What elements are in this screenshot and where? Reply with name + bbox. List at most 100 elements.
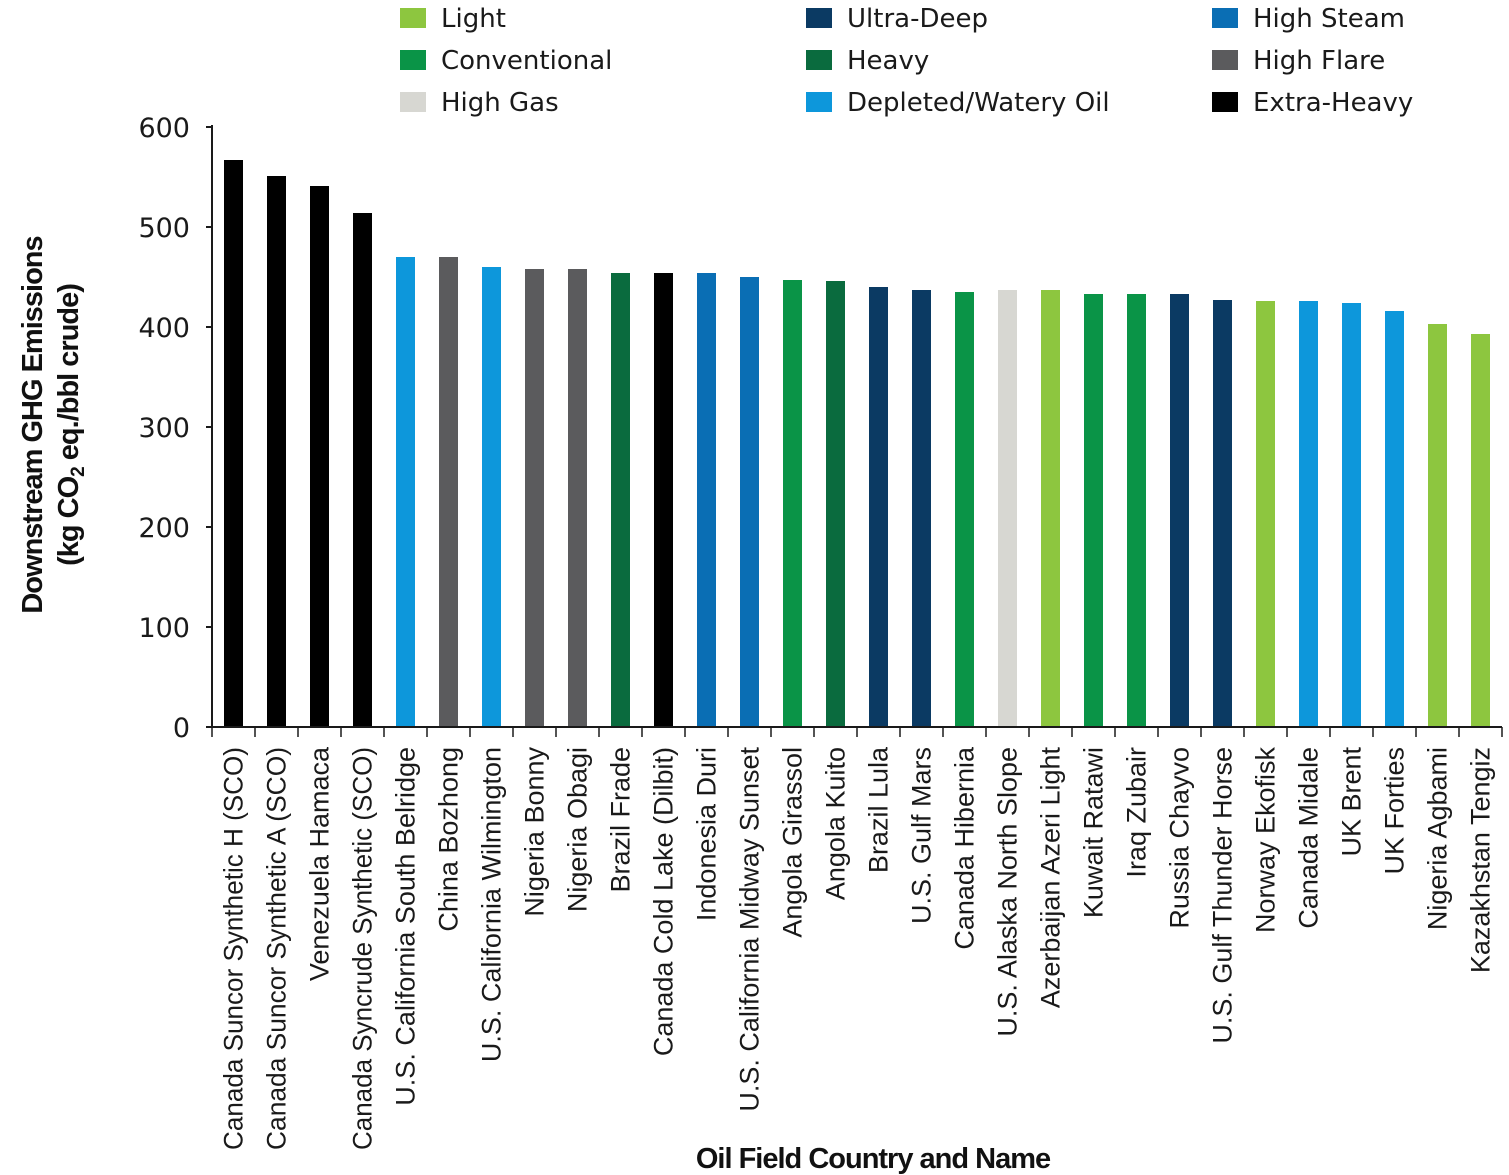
- y-tick-label: 500: [138, 213, 190, 244]
- bar-uk-brent: [1342, 303, 1361, 727]
- x-tick-label-angola-girassol: Angola Girassol: [778, 747, 808, 938]
- x-tick-label-kazakhstan-tengiz: Kazakhstan Tengiz: [1466, 747, 1496, 973]
- bar-norway-ekofisk: [1256, 301, 1275, 727]
- legend-item-ultra-deep: Ultra-Deep: [806, 4, 988, 34]
- legend-label-heavy: Heavy: [847, 46, 929, 76]
- bar-iraq-zubair: [1127, 294, 1146, 727]
- chart-legend: Light Ultra-Deep High Steam Conventional Hea…: [400, 4, 1413, 118]
- legend-swatch-high-steam: [1212, 8, 1238, 28]
- bar-canada-hibernia: [955, 292, 974, 727]
- y-axis-title-line1: Downstream GHG Emissions: [17, 236, 49, 613]
- legend-item-extra-heavy: Extra-Heavy: [1212, 88, 1413, 118]
- x-tick-label-angola-kuito: Angola Kuito: [821, 747, 851, 900]
- x-tick-label-u-s-gulf-thunder-horse: U.S. Gulf Thunder Horse: [1208, 747, 1238, 1044]
- legend-swatch-depleted-watery-oil: [806, 92, 832, 112]
- bar-russia-chayvo: [1170, 294, 1189, 727]
- bar-u-s-california-wilmington: [482, 267, 501, 727]
- y-tick-label: 100: [138, 613, 190, 644]
- x-tick-label-uk-forties: UK Forties: [1380, 747, 1410, 875]
- x-tick-label-uk-brent: UK Brent: [1337, 747, 1367, 857]
- x-tick-label-russia-chayvo: Russia Chayvo: [1165, 747, 1195, 929]
- legend-item-high-flare: High Flare: [1212, 46, 1385, 76]
- legend-label-extra-heavy: Extra-Heavy: [1253, 88, 1413, 118]
- x-tick-label-brazil-lula: Brazil Lula: [864, 746, 894, 873]
- legend-swatch-high-gas: [400, 92, 426, 112]
- x-tick-label-nigeria-agbami: Nigeria Agbami: [1423, 747, 1453, 930]
- legend-swatch-heavy: [806, 50, 832, 70]
- x-tick-label-canada-suncor-synthetic-h-sco: Canada Suncor Synthetic H (SCO): [219, 747, 249, 1150]
- y-tick-label: 200: [138, 513, 190, 544]
- bar-brazil-lula: [869, 287, 888, 727]
- bar-canada-suncor-synthetic-h-sco: [224, 160, 243, 727]
- x-tick-label-norway-ekofisk: Norway Ekofisk: [1251, 747, 1281, 934]
- bar-kuwait-ratawi: [1084, 294, 1103, 727]
- legend-swatch-extra-heavy: [1212, 92, 1238, 112]
- bar-nigeria-obagi: [568, 269, 587, 727]
- legend-item-high-steam: High Steam: [1212, 4, 1405, 34]
- x-tick-label-nigeria-bonny: Nigeria Bonny: [520, 747, 550, 917]
- legend-item-depleted-watery-oil: Depleted/Watery Oil: [806, 88, 1110, 118]
- bar-canada-cold-lake-dilbit: [654, 273, 673, 727]
- y-tick-label: 0: [173, 713, 190, 744]
- bar-brazil-frade: [611, 273, 630, 727]
- bar-azerbaijan-azeri-light: [1041, 290, 1060, 727]
- x-tick-label-u-s-gulf-mars: U.S. Gulf Mars: [907, 747, 937, 924]
- bar-u-s-gulf-thunder-horse: [1213, 300, 1232, 727]
- bar-angola-girassol: [783, 280, 802, 727]
- x-tick-label-kuwait-ratawi: Kuwait Ratawi: [1079, 747, 1109, 918]
- bar-u-s-california-midway-sunset: [740, 277, 759, 727]
- x-tick-label-u-s-alaska-north-slope: U.S. Alaska North Slope: [993, 747, 1023, 1037]
- legend-label-conventional: Conventional: [441, 46, 612, 76]
- legend-swatch-light: [400, 8, 426, 28]
- x-tick-label-azerbaijan-azeri-light: Azerbaijan Azeri Light: [1036, 747, 1066, 1009]
- x-axis: Canada Suncor Synthetic H (SCO) Canada Su…: [211, 726, 1503, 1150]
- legend-item-conventional: Conventional: [400, 46, 612, 76]
- bar-angola-kuito: [826, 281, 845, 727]
- x-tick-label-indonesia-duri: Indonesia Duri: [692, 747, 722, 921]
- bar-canada-midale: [1299, 301, 1318, 727]
- y-axis-title-prefix: (kg CO: [53, 476, 85, 566]
- bar-nigeria-agbami: [1428, 324, 1447, 727]
- legend-label-ultra-deep: Ultra-Deep: [847, 4, 988, 34]
- x-tick-label-canada-syncrude-synthetic-sco: Canada Syncrude Synthetic (SCO): [348, 747, 378, 1150]
- x-tick-label-brazil-frade: Brazil Frade: [606, 747, 636, 893]
- y-axis-title-subscript: 2: [68, 467, 89, 477]
- legend-label-high-steam: High Steam: [1253, 4, 1405, 34]
- y-tick-label: 600: [138, 113, 190, 144]
- legend-swatch-ultra-deep: [806, 8, 832, 28]
- x-tick-label-china-bozhong: China Bozhong: [434, 747, 464, 932]
- legend-label-light: Light: [441, 4, 506, 34]
- x-tick-label-canada-suncor-synthetic-a-sco: Canada Suncor Synthetic A (SCO): [262, 747, 292, 1150]
- x-tick-label-iraq-zubair: Iraq Zubair: [1122, 747, 1152, 878]
- x-tick-label-canada-hibernia: Canada Hibernia: [950, 746, 980, 950]
- x-axis-title: Oil Field Country and Name: [696, 1143, 1051, 1175]
- bar-u-s-alaska-north-slope: [998, 290, 1017, 727]
- y-axis: 0 100 200 300 400 500 600: [138, 113, 213, 744]
- legend-item-high-gas: High Gas: [400, 88, 559, 118]
- x-tick-label-canada-midale: Canada Midale: [1294, 747, 1324, 929]
- legend-label-high-flare: High Flare: [1253, 46, 1385, 76]
- x-tick-label-u-s-california-south-belridge: U.S. California South Belridge: [391, 747, 421, 1106]
- bar-u-s-california-south-belridge: [396, 257, 415, 727]
- legend-label-depleted-watery-oil: Depleted/Watery Oil: [847, 88, 1110, 118]
- legend-item-light: Light: [400, 4, 506, 34]
- y-tick-label: 400: [138, 313, 190, 344]
- bar-indonesia-duri: [697, 273, 716, 727]
- legend-swatch-conventional: [400, 50, 426, 70]
- x-tick-label-u-s-california-midway-sunset: U.S. California Midway Sunset: [735, 747, 765, 1112]
- legend-label-high-gas: High Gas: [441, 88, 559, 118]
- bar-u-s-gulf-mars: [912, 290, 931, 727]
- bar-kazakhstan-tengiz: [1471, 334, 1490, 727]
- bar-canada-suncor-synthetic-a-sco: [267, 176, 286, 727]
- y-axis-title-line2: (kg CO2 eq./bbl crude): [53, 284, 89, 566]
- legend-item-heavy: Heavy: [806, 46, 929, 76]
- x-tick-label-u-s-california-wilmington: U.S. California Wilmington: [477, 747, 507, 1062]
- bar-nigeria-bonny: [525, 269, 544, 727]
- bar-china-bozhong: [439, 257, 458, 727]
- x-tick-label-nigeria-obagi: Nigeria Obagi: [563, 747, 593, 912]
- x-tick-label-venezuela-hamaca: Venezuela Hamaca: [305, 746, 335, 981]
- x-tick-label-canada-cold-lake-dilbit: Canada Cold Lake (Dilbit): [649, 747, 679, 1056]
- legend-swatch-high-flare: [1212, 50, 1238, 70]
- bar-venezuela-hamaca: [310, 186, 329, 727]
